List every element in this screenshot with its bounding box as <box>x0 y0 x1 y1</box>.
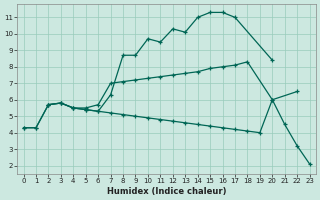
X-axis label: Humidex (Indice chaleur): Humidex (Indice chaleur) <box>107 187 226 196</box>
